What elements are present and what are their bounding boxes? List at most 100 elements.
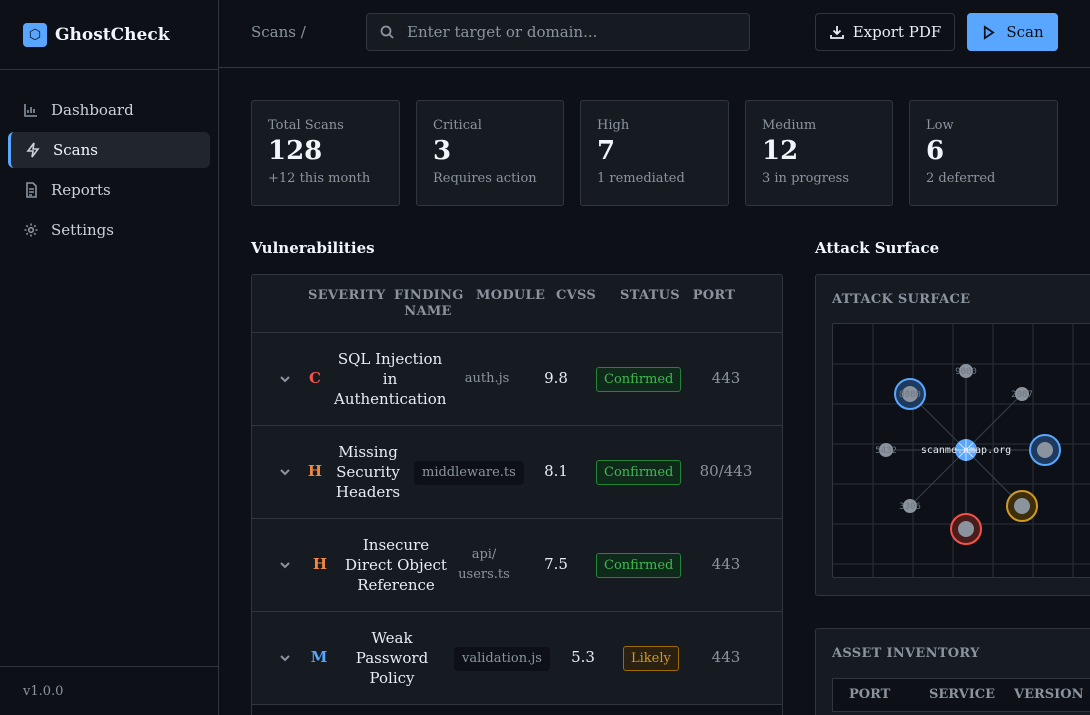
search-box[interactable] (366, 13, 750, 51)
breadcrumb[interactable]: Scans / (251, 23, 306, 41)
attack-surface-graph[interactable]: 8080 9000 2087 5432 3306 (832, 323, 1090, 578)
top-header: Scans / Export PDF Scan (219, 0, 1090, 68)
stat-card-total-scans: Total Scans 128 +12 this month (251, 100, 400, 206)
node-3306[interactable]: 3306 (899, 499, 921, 513)
node-9000[interactable]: 9000 (955, 364, 977, 378)
sidebar-item-label: Dashboard (51, 101, 134, 119)
attack-surface-panel-title: ATTACK SURFACE (832, 292, 971, 307)
chevron-down-icon[interactable] (278, 651, 292, 665)
table-row[interactable]: C SQL Injection in Authentication auth.j… (252, 333, 782, 426)
stat-label: Medium (762, 118, 817, 133)
port-value: 443 (711, 369, 741, 387)
stat-label: Low (926, 118, 954, 133)
status-badge: Confirmed (596, 460, 682, 485)
sidebar-item-reports[interactable]: Reports (8, 172, 210, 208)
node-5432[interactable]: 5432 (875, 443, 897, 457)
sidebar: ⬡ GhostCheck Dashboard Scans Reports Set… (0, 0, 219, 715)
finding-name: Weak Password Policy (355, 629, 429, 687)
finding-name: SQL Injection in Authentication (334, 350, 447, 408)
chevron-down-icon[interactable] (278, 558, 292, 572)
attack-surface-title: Attack Surface (815, 239, 940, 257)
app-name: GhostCheck (55, 24, 170, 45)
node-center-target[interactable]: scanme.nmap.org (921, 439, 1011, 461)
table-row[interactable]: H Insecure Direct Object Reference api/ … (252, 519, 782, 612)
node-label: 8080 (899, 390, 921, 400)
column-header-severity[interactable]: SEVERITY (308, 288, 386, 303)
document-icon (26, 182, 37, 198)
port-value: 443 (711, 648, 741, 666)
stat-sub: +12 this month (268, 171, 371, 186)
finding-name: Insecure Direct Object Reference (345, 536, 447, 594)
stat-label: Total Scans (268, 118, 344, 133)
node-warning[interactable] (1006, 490, 1038, 522)
export-pdf-button[interactable]: Export PDF (815, 13, 955, 51)
node-8080[interactable]: 8080 (894, 378, 926, 410)
sidebar-item-settings[interactable]: Settings (8, 212, 210, 248)
severity-badge: C (309, 369, 321, 387)
stat-value: 12 (762, 136, 799, 166)
stat-card-high: High 7 1 remediated (580, 100, 729, 206)
asset-inventory-header: PORT SERVICE VERSION (832, 678, 1090, 712)
table-row[interactable]: H Missing Security Headers middleware.ts… (252, 426, 782, 519)
node-label: 5432 (875, 446, 897, 456)
cvss-score: 9.8 (544, 369, 568, 387)
column-header-status[interactable]: STATUS (620, 288, 680, 303)
lightning-icon (26, 142, 40, 158)
column-header-port[interactable]: PORT (692, 288, 736, 303)
status-badge: Likely (623, 646, 679, 671)
cvss-score: 8.1 (544, 462, 568, 480)
asset-inventory-panel: ASSET INVENTORY PORT SERVICE VERSION (815, 628, 1090, 715)
asset-inventory-title: ASSET INVENTORY (832, 646, 980, 661)
chevron-down-icon[interactable] (278, 465, 292, 479)
stat-sub: 1 remediated (597, 171, 685, 186)
stat-value: 3 (433, 136, 452, 166)
brand[interactable]: ⬡ GhostCheck (0, 0, 218, 70)
node-right-blue[interactable] (1029, 434, 1061, 466)
port-value: 80/443 (699, 462, 753, 480)
node-label: 2087 (1011, 390, 1033, 400)
download-icon (829, 26, 844, 39)
attack-surface-svg: 8080 9000 2087 5432 3306 (833, 324, 1090, 577)
port-value: 443 (711, 555, 741, 573)
severity-badge: H (312, 555, 328, 573)
module-name: api/ users.ts (458, 547, 510, 582)
ghost-logo-icon: ⬡ (23, 22, 47, 47)
column-header-version[interactable]: VERSION (1014, 687, 1084, 702)
node-2087[interactable]: 2087 (1011, 387, 1033, 401)
column-header-finding-name[interactable]: FINDING NAME (394, 288, 464, 319)
chevron-down-icon[interactable] (278, 372, 292, 386)
node-critical[interactable] (950, 513, 982, 545)
scan-label: Scan (1006, 23, 1044, 41)
version-label: v1.0.0 (0, 666, 218, 715)
vulnerabilities-title: Vulnerabilities (251, 239, 375, 257)
search-input[interactable] (407, 23, 727, 41)
status-badge: Confirmed (596, 553, 682, 578)
attack-surface-panel: ATTACK SURFACE 8080 (815, 274, 1090, 596)
stat-sub: 3 in progress (762, 171, 850, 186)
column-header-port[interactable]: PORT (849, 687, 891, 702)
sidebar-item-scans[interactable]: Scans (8, 132, 210, 168)
status-badge: Confirmed (596, 367, 682, 392)
export-pdf-label: Export PDF (852, 23, 942, 41)
module-name: middleware.ts (414, 461, 524, 485)
sidebar-item-dashboard[interactable]: Dashboard (8, 92, 210, 128)
bar-chart-icon (24, 104, 37, 117)
node-label: 3306 (899, 502, 921, 512)
stat-label: High (597, 118, 630, 133)
module-name: auth.js (464, 371, 510, 386)
center-node-label: scanme.nmap.org (921, 445, 1011, 456)
sidebar-nav: Dashboard Scans Reports Settings (0, 70, 218, 248)
cvss-score: 7.5 (544, 555, 568, 573)
severity-badge: H (307, 462, 323, 480)
table-header: SEVERITY FINDING NAME MODULE CVSS STATUS… (252, 275, 782, 333)
column-header-module[interactable]: MODULE (476, 288, 546, 303)
sidebar-item-label: Settings (51, 221, 114, 239)
column-header-service[interactable]: SERVICE (929, 687, 996, 702)
severity-badge: M (310, 648, 328, 666)
gear-icon (24, 223, 38, 237)
stat-value: 7 (597, 136, 616, 166)
scan-button[interactable]: Scan (967, 13, 1058, 51)
stat-label: Critical (433, 118, 482, 133)
table-row[interactable]: M Weak Password Policy validation.js 5.3… (252, 612, 782, 705)
column-header-cvss[interactable]: CVSS (556, 288, 597, 303)
